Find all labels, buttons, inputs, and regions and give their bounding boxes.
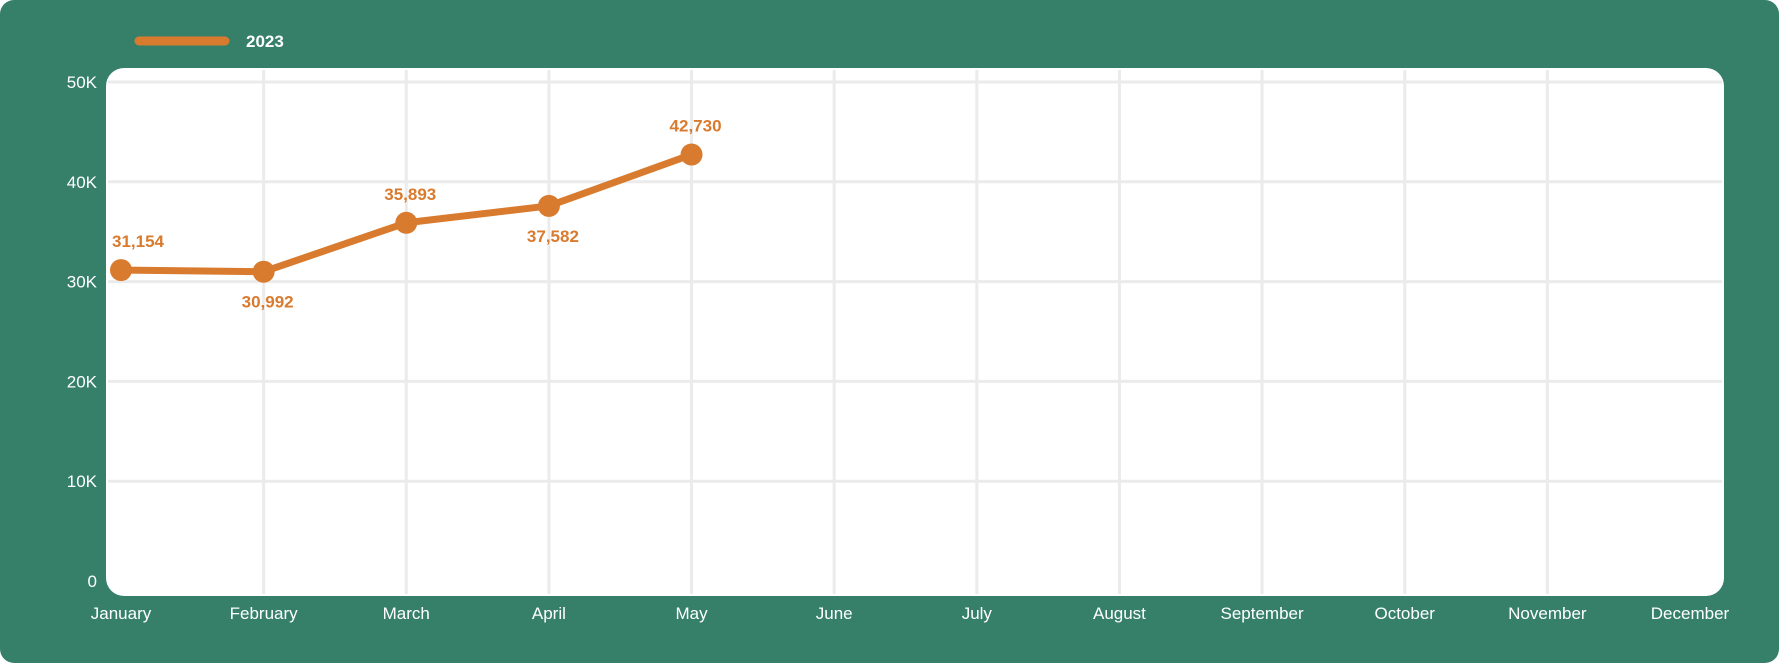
x-tick-label: March <box>383 604 430 623</box>
data-label: 30,992 <box>242 293 294 312</box>
y-tick-label: 20K <box>67 372 98 391</box>
x-tick-label: November <box>1508 604 1587 623</box>
x-tick-label: February <box>230 604 299 623</box>
data-label: 35,893 <box>384 185 436 204</box>
y-tick-label: 0 <box>88 572 97 591</box>
x-tick-label: December <box>1651 604 1730 623</box>
series-layer <box>110 143 703 283</box>
y-axis-ticks: 0 10K 20K 30K 40K 50K <box>67 73 98 591</box>
grid-lines <box>108 70 1722 594</box>
x-tick-label: October <box>1374 604 1435 623</box>
y-tick-label: 10K <box>67 472 98 491</box>
x-tick-label: August <box>1093 604 1146 623</box>
plot-area <box>106 68 1724 596</box>
x-tick-label: April <box>532 604 566 623</box>
data-label: 37,582 <box>527 227 579 246</box>
x-tick-label: January <box>91 604 152 623</box>
data-point[interactable] <box>110 259 132 282</box>
data-label: 42,730 <box>670 117 722 136</box>
y-tick-label: 30K <box>67 273 98 292</box>
x-axis-ticks: January February March April May June July Augu… <box>91 604 1730 623</box>
x-tick-label: June <box>816 604 853 623</box>
x-tick-label: May <box>675 604 708 623</box>
x-tick-label: July <box>962 604 993 623</box>
data-point[interactable] <box>395 211 418 234</box>
legend-label-2023: 2023 <box>246 32 284 51</box>
data-point[interactable] <box>680 143 703 166</box>
data-point[interactable] <box>537 194 560 217</box>
data-label: 31,154 <box>112 232 165 251</box>
y-tick-label: 40K <box>67 173 98 192</box>
x-tick-label: September <box>1221 604 1304 623</box>
legend[interactable]: 2023 <box>134 32 284 51</box>
data-labels: 31,154 30,992 35,893 37,582 42,730 <box>112 117 722 312</box>
y-tick-label: 50K <box>67 73 98 92</box>
data-point[interactable] <box>252 260 275 283</box>
